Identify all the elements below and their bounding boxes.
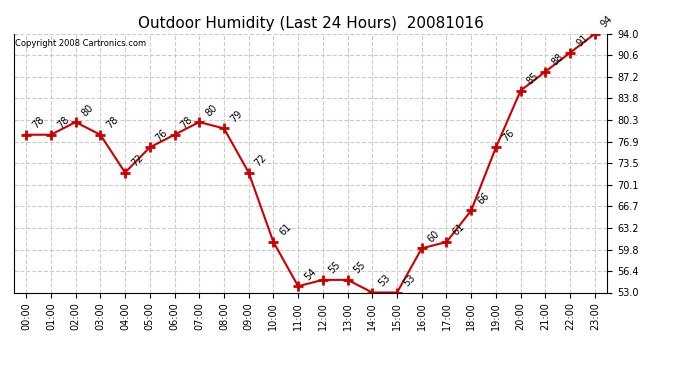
- Text: 76: 76: [500, 128, 516, 143]
- Title: Outdoor Humidity (Last 24 Hours)  20081016: Outdoor Humidity (Last 24 Hours) 2008101…: [137, 16, 484, 31]
- Text: 61: 61: [451, 222, 466, 238]
- Text: 88: 88: [549, 52, 565, 68]
- Text: 54: 54: [302, 266, 318, 282]
- Text: Copyright 2008 Cartronics.com: Copyright 2008 Cartronics.com: [15, 39, 146, 48]
- Text: 53: 53: [377, 273, 393, 288]
- Text: 72: 72: [129, 153, 145, 168]
- Text: 55: 55: [327, 260, 343, 276]
- Text: 78: 78: [179, 115, 195, 130]
- Text: 85: 85: [525, 70, 541, 86]
- Text: 76: 76: [154, 128, 170, 143]
- Text: 78: 78: [55, 115, 71, 130]
- Text: 80: 80: [204, 102, 219, 118]
- Text: 53: 53: [401, 273, 417, 288]
- Text: 66: 66: [475, 190, 491, 206]
- Text: 78: 78: [30, 115, 46, 130]
- Text: 78: 78: [104, 115, 120, 130]
- Text: 60: 60: [426, 228, 442, 244]
- Text: 61: 61: [277, 222, 293, 238]
- Text: 55: 55: [352, 260, 368, 276]
- Text: 94: 94: [599, 14, 615, 30]
- Text: 91: 91: [574, 33, 590, 48]
- Text: 72: 72: [253, 153, 269, 168]
- Text: 80: 80: [80, 102, 95, 118]
- Text: 79: 79: [228, 108, 244, 124]
